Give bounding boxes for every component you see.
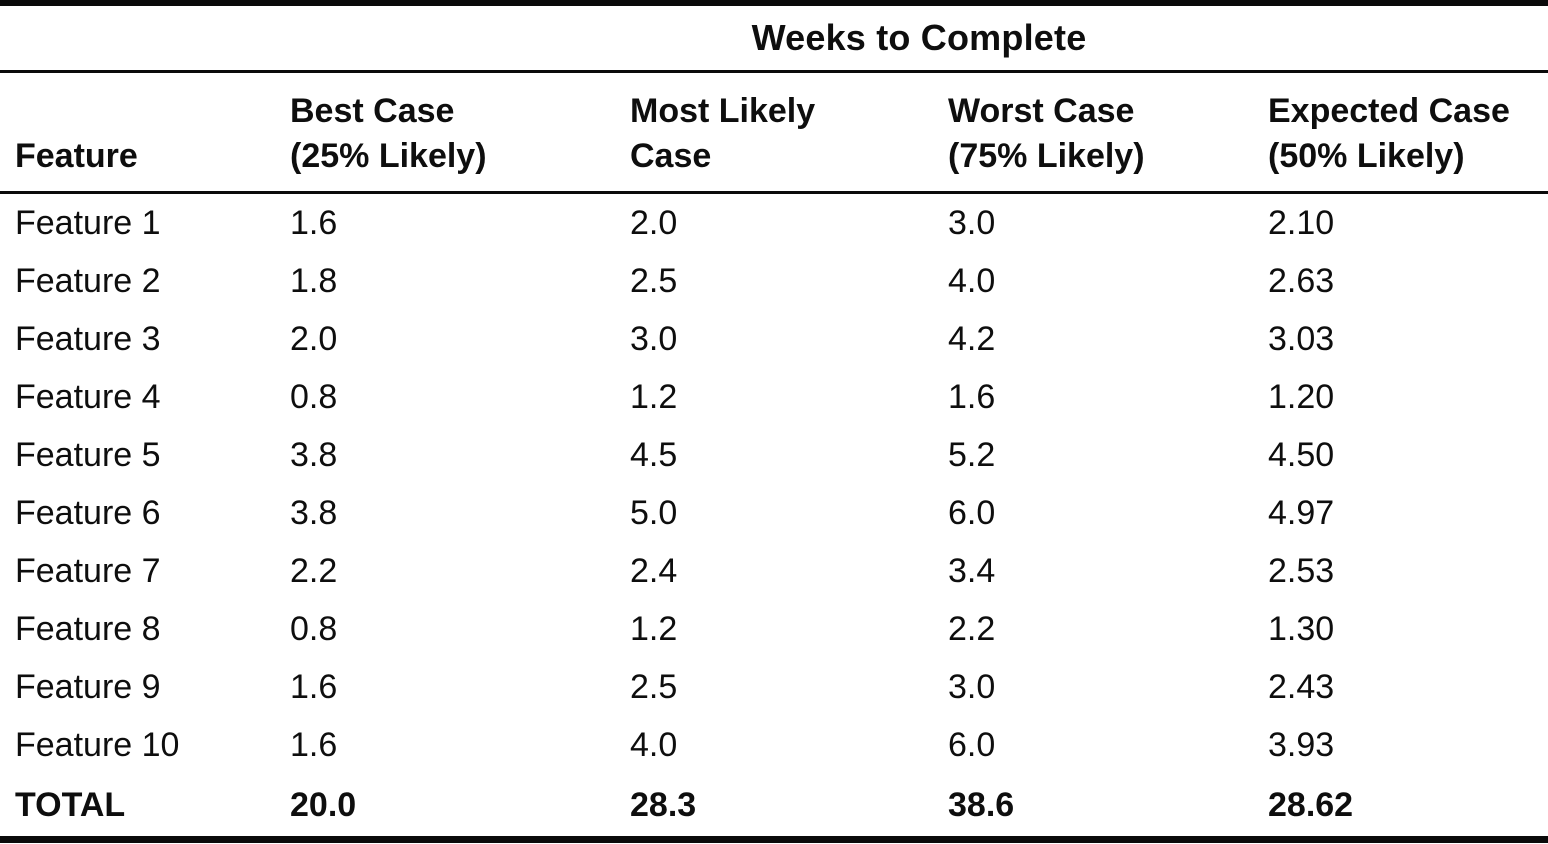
table-row: Feature 3 2.0 3.0 4.2 3.03	[0, 310, 1548, 368]
feature-name-cell: Feature 8	[15, 609, 161, 648]
feature-name-cell: Feature 10	[15, 725, 180, 764]
table-row: Feature 10 1.6 4.0 6.0 3.93	[0, 716, 1548, 774]
most-likely-cell: 2.5	[630, 261, 678, 300]
best-case-cell: 0.8	[290, 609, 338, 648]
table-row: Feature 9 1.6 2.5 3.0 2.43	[0, 658, 1548, 716]
feature-name-cell: Feature 7	[15, 551, 161, 590]
worst-case-cell: 6.0	[948, 493, 996, 532]
table-body: Feature 1 1.6 2.0 3.0 2.10 Feature 2 1.8…	[0, 193, 1548, 775]
column-header-best-line1: Best Case	[290, 92, 455, 130]
total-best-cell: 20.0	[290, 785, 357, 824]
worst-case-cell: 4.0	[948, 261, 996, 300]
worst-case-cell: 2.2	[948, 609, 996, 648]
spanning-header-spacer	[0, 3, 290, 73]
column-header-expected-line2: (50% Likely)	[1268, 137, 1465, 175]
most-likely-cell: 2.5	[630, 667, 678, 706]
best-case-cell: 0.8	[290, 377, 338, 416]
feature-name-cell: Feature 1	[15, 203, 161, 242]
feature-name-cell: Feature 6	[15, 493, 161, 532]
column-header-worst-case: Worst Case (75% Likely)	[948, 71, 1268, 194]
most-likely-cell: 3.0	[630, 319, 678, 358]
feature-name-cell: Feature 2	[15, 261, 161, 300]
table-title: Weeks to Complete	[290, 3, 1548, 73]
worst-case-cell: 5.2	[948, 435, 996, 474]
worst-case-cell: 4.2	[948, 319, 996, 358]
most-likely-cell: 1.2	[630, 609, 678, 648]
expected-case-cell: 1.30	[1268, 609, 1335, 648]
expected-case-cell: 3.93	[1268, 725, 1335, 764]
column-header-row: Feature Best Case (25% Likely) Most Like…	[0, 71, 1548, 194]
total-row: TOTAL 20.0 28.3 38.6 28.62	[0, 774, 1548, 840]
expected-case-cell: 2.63	[1268, 261, 1335, 300]
feature-name-cell: Feature 3	[15, 319, 161, 358]
best-case-cell: 2.2	[290, 551, 338, 590]
most-likely-cell: 4.5	[630, 435, 678, 474]
table-row: Feature 6 3.8 5.0 6.0 4.97	[0, 484, 1548, 542]
total-label-cell: TOTAL	[15, 785, 126, 824]
worst-case-cell: 3.0	[948, 203, 996, 242]
best-case-cell: 1.6	[290, 725, 338, 764]
expected-case-cell: 4.97	[1268, 493, 1335, 532]
column-header-expected-line1: Expected Case	[1268, 92, 1510, 130]
table-row: Feature 2 1.8 2.5 4.0 2.63	[0, 252, 1548, 310]
column-header-most-line1: Most Likely	[630, 92, 816, 130]
expected-case-cell: 2.10	[1268, 203, 1335, 242]
expected-case-cell: 2.53	[1268, 551, 1335, 590]
column-header-most-likely: Most Likely Case	[630, 71, 948, 194]
best-case-cell: 2.0	[290, 319, 338, 358]
table-row: Feature 4 0.8 1.2 1.6 1.20	[0, 368, 1548, 426]
most-likely-cell: 2.0	[630, 203, 678, 242]
worst-case-cell: 3.4	[948, 551, 996, 590]
worst-case-cell: 1.6	[948, 377, 996, 416]
total-most-likely-cell: 28.3	[630, 785, 697, 824]
best-case-cell: 1.6	[290, 667, 338, 706]
best-case-cell: 1.8	[290, 261, 338, 300]
total-expected-cell: 28.62	[1268, 785, 1354, 824]
worst-case-cell: 6.0	[948, 725, 996, 764]
column-header-worst-line2: (75% Likely)	[948, 137, 1145, 175]
table-row: Feature 7 2.2 2.4 3.4 2.53	[0, 542, 1548, 600]
table-row: Feature 8 0.8 1.2 2.2 1.30	[0, 600, 1548, 658]
feature-name-cell: Feature 9	[15, 667, 161, 706]
most-likely-cell: 1.2	[630, 377, 678, 416]
spanning-header-row: Weeks to Complete	[0, 3, 1548, 73]
most-likely-cell: 4.0	[630, 725, 678, 764]
expected-case-cell: 4.50	[1268, 435, 1335, 474]
worst-case-cell: 3.0	[948, 667, 996, 706]
best-case-cell: 1.6	[290, 203, 338, 242]
best-case-cell: 3.8	[290, 435, 338, 474]
expected-case-cell: 3.03	[1268, 319, 1335, 358]
feature-name-cell: Feature 4	[15, 377, 161, 416]
expected-case-cell: 2.43	[1268, 667, 1335, 706]
total-worst-cell: 38.6	[948, 785, 1015, 824]
column-header-best-case: Best Case (25% Likely)	[290, 71, 630, 194]
column-header-expected-case: Expected Case (50% Likely)	[1268, 71, 1548, 194]
expected-case-cell: 1.20	[1268, 377, 1335, 416]
column-header-most-line2: Case	[630, 137, 712, 175]
feature-name-cell: Feature 5	[15, 435, 161, 474]
best-case-cell: 3.8	[290, 493, 338, 532]
table-row: Feature 5 3.8 4.5 5.2 4.50	[0, 426, 1548, 484]
column-header-feature-label: Feature	[15, 137, 138, 175]
column-header-worst-line1: Worst Case	[948, 92, 1135, 130]
most-likely-cell: 2.4	[630, 551, 678, 590]
column-header-best-line2: (25% Likely)	[290, 137, 487, 175]
most-likely-cell: 5.0	[630, 493, 678, 532]
table-row: Feature 1 1.6 2.0 3.0 2.10	[0, 193, 1548, 253]
column-header-feature: Feature	[0, 71, 290, 194]
